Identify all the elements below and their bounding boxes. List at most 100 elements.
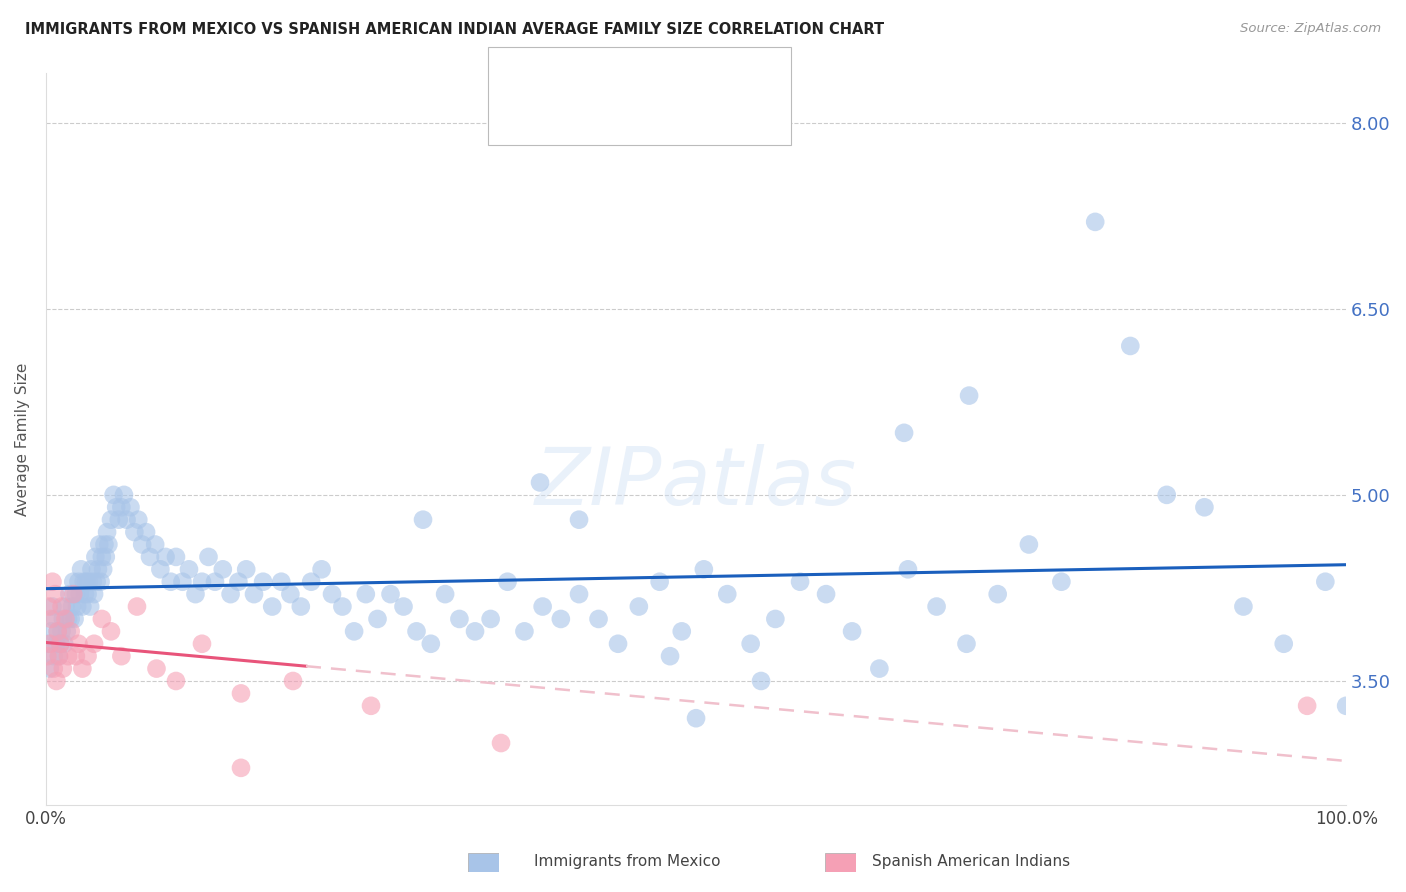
Point (165, 673, 187, 688)
Point (1272, 637, 1295, 651)
Point (73, 587, 96, 601)
Point (449, 612, 471, 626)
Point (1315, 574, 1337, 589)
Point (659, 649, 682, 664)
Point (110, 500, 132, 515)
Point (46, 624, 69, 639)
Point (228, 574, 250, 589)
Point (84, 549, 107, 564)
Point (89, 537, 111, 551)
Point (1084, 215, 1107, 229)
Point (110, 649, 132, 664)
Point (740, 637, 762, 651)
Point (489, 736, 512, 750)
Point (716, 587, 738, 601)
Point (38, 662, 60, 676)
Point (841, 624, 863, 639)
Point (91, 562, 114, 576)
Point (434, 587, 457, 601)
FancyBboxPatch shape (498, 58, 529, 88)
Point (529, 475, 551, 490)
Point (693, 562, 716, 576)
Point (588, 612, 610, 626)
Text: N =: N = (643, 66, 676, 81)
Point (44, 612, 66, 626)
Point (75, 574, 97, 589)
Point (55, 599, 77, 614)
Point (211, 562, 233, 576)
Point (987, 587, 1010, 601)
Point (53, 637, 76, 651)
Point (1018, 537, 1040, 551)
Point (219, 587, 242, 601)
Point (58, 587, 80, 601)
Point (42, 649, 65, 664)
Point (145, 662, 167, 676)
Point (87, 562, 110, 576)
Point (125, 599, 148, 614)
Point (763, 612, 786, 626)
FancyBboxPatch shape (825, 853, 856, 872)
Point (177, 562, 200, 576)
Point (52, 662, 75, 676)
Point (41, 574, 63, 589)
Point (38, 599, 60, 614)
Point (893, 425, 915, 440)
Text: N =: N = (643, 112, 676, 127)
Point (49, 637, 72, 651)
Point (135, 525, 157, 540)
Point (568, 513, 591, 527)
Point (39, 612, 62, 626)
Point (45, 673, 67, 688)
Point (72, 599, 94, 614)
Point (815, 587, 838, 601)
Point (70, 562, 93, 576)
Point (155, 549, 177, 564)
Point (280, 587, 302, 601)
Point (83, 587, 105, 601)
Text: 0.174: 0.174 (581, 66, 634, 81)
Point (107, 513, 129, 527)
Point (38, 637, 60, 651)
Text: Source: ZipAtlas.com: Source: ZipAtlas.com (1240, 22, 1381, 36)
Point (100, 624, 122, 639)
Point (354, 587, 377, 601)
Text: R =: R = (537, 112, 571, 127)
Point (1334, 698, 1357, 713)
Point (59, 624, 82, 639)
Point (464, 624, 486, 639)
Text: R =: R = (537, 66, 571, 81)
Point (38, 637, 60, 651)
Point (65, 649, 87, 664)
Point (62, 574, 84, 589)
Point (685, 711, 707, 725)
Point (90, 574, 112, 589)
Point (55, 612, 77, 626)
Point (97, 537, 120, 551)
Text: IMMIGRANTS FROM MEXICO VS SPANISH AMERICAN INDIAN AVERAGE FAMILY SIZE CORRELATIO: IMMIGRANTS FROM MEXICO VS SPANISH AMERIC… (25, 22, 884, 37)
Point (72, 662, 94, 676)
Point (83, 637, 105, 651)
Point (513, 624, 536, 639)
Point (56, 612, 79, 626)
Point (90, 612, 112, 626)
Point (172, 574, 194, 589)
Point (405, 624, 427, 639)
Point (105, 500, 128, 515)
Point (48, 649, 70, 664)
Point (281, 673, 304, 688)
Point (550, 612, 572, 626)
Point (45, 637, 67, 651)
Point (65, 587, 87, 601)
Point (789, 574, 811, 589)
Point (1156, 488, 1178, 502)
Point (62, 587, 84, 601)
Point (204, 574, 226, 589)
Point (165, 549, 187, 564)
Point (52, 612, 75, 626)
Point (412, 513, 434, 527)
Point (496, 574, 519, 589)
Point (39, 624, 62, 639)
Point (252, 574, 274, 589)
Point (1050, 574, 1073, 589)
